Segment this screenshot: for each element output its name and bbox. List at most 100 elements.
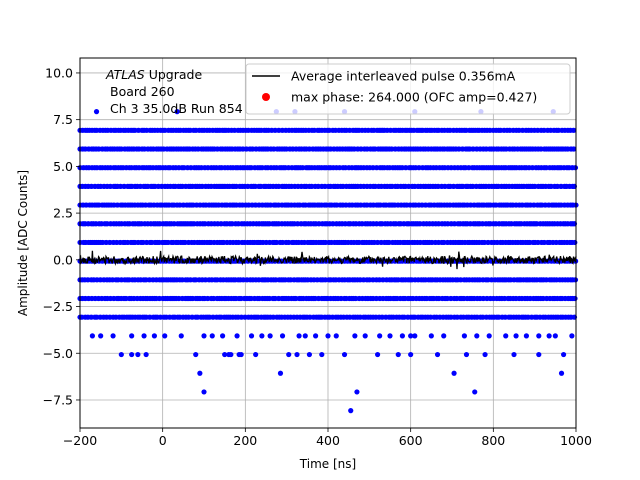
scatter-point [248,333,255,339]
scatter-point [235,239,242,246]
scatter-point [543,277,549,283]
board-label: Board 260 [110,84,175,99]
scatter-point [535,239,541,246]
scatter-point [569,333,575,339]
scatter-point [474,333,480,339]
scatter-point [513,333,519,339]
scatter-point [296,333,302,339]
x-axis-ticks: −200 0 200 400 600 800 1000 [63,428,592,448]
scatter-point [541,127,547,133]
scatter-point [377,202,383,208]
scatter-point [536,351,542,358]
scatter-point [366,277,372,283]
scatter-point [85,277,91,283]
scatter-point [88,314,94,320]
scatter-point [377,333,383,339]
legend: Average interleaved pulse 0.356mA max ph… [245,63,571,115]
scatter-point [322,277,328,283]
scatter-point [548,183,554,189]
scatter-point [485,277,491,283]
scatter-point [444,295,450,302]
scatter-point [179,277,185,283]
scatter-point [142,202,149,208]
scatter-point [561,351,567,358]
scatter-point [99,239,106,246]
scatter-point [456,146,462,152]
scatter-point [89,333,95,339]
scatter-point [193,277,199,283]
scatter-point [419,202,425,208]
scatter-point [202,221,208,227]
x-tick-label: 400 [316,433,340,448]
scatter-point [141,333,147,339]
svg-text:ATLAS Upgrade: ATLAS Upgrade [105,67,202,82]
x-tick-label: 600 [399,433,423,448]
scatter-point [259,165,265,171]
x-tick-label: 200 [233,433,257,448]
scatter-point [270,314,276,320]
scatter-point [188,165,194,171]
scatter-point [485,239,491,246]
scatter-point [572,239,578,246]
scatter-point [408,333,414,339]
scatter-point [107,239,113,246]
scatter-point [140,239,146,246]
scatter-point [309,183,315,189]
scatter-point [470,183,476,189]
y-tick-label: 0.0 [53,252,73,267]
scatter-point [279,239,286,246]
scatter-point [315,183,321,189]
scatter-point [470,146,476,152]
scatter-point [395,351,401,358]
scatter-point [445,221,451,227]
scatter-point [231,127,238,133]
scatter-point [554,183,560,189]
scatter-point [519,202,525,208]
scatter-point [389,146,395,152]
scatter-point [181,165,187,171]
atlas-annotation: ATLAS Upgrade Board 260 Ch 3 35.0dB Run … [105,67,243,116]
scatter-point [96,146,102,152]
scatter-point [442,183,448,189]
scatter-point [94,314,100,320]
scatter-point [171,221,177,227]
scatter-point [516,127,522,133]
scatter-point [252,183,258,189]
atlas-label: ATLAS [105,67,145,82]
scatter-point [354,389,360,395]
scatter-point [525,314,531,320]
scatter-point [351,146,357,152]
scatter-point [570,127,577,133]
scatter-point [118,146,124,152]
scatter-point [401,314,407,320]
scatter-point [472,389,478,395]
scatter-point [481,239,487,246]
scatter-point [399,165,405,171]
y-axis-label: Amplitude [ADC Counts] [16,170,30,316]
scatter-point [197,370,203,376]
scatter-point [311,127,317,133]
scatter-point [450,183,457,189]
scatter-point [156,295,163,302]
scatter-point [428,333,434,339]
series-layer [77,109,579,414]
scatter-point [190,202,196,208]
plot-area [77,57,579,429]
scatter-point [93,109,100,115]
y-tick-label: 7.5 [53,112,73,127]
x-axis-label: Time [ns] [299,457,356,471]
scatter-point [558,370,565,376]
scatter-point [441,333,447,339]
scatter-point [334,202,340,208]
scatter-point [123,295,129,302]
scatter-point [143,277,149,283]
scatter-point [348,408,354,414]
scatter-point [374,239,381,246]
scatter-point [480,314,486,320]
scatter-point [480,295,486,302]
scatter-point [313,333,319,339]
legend-point-swatch [262,93,270,101]
scatter-point [189,314,195,320]
scatter-point [300,165,306,171]
scatter-point [375,351,381,358]
